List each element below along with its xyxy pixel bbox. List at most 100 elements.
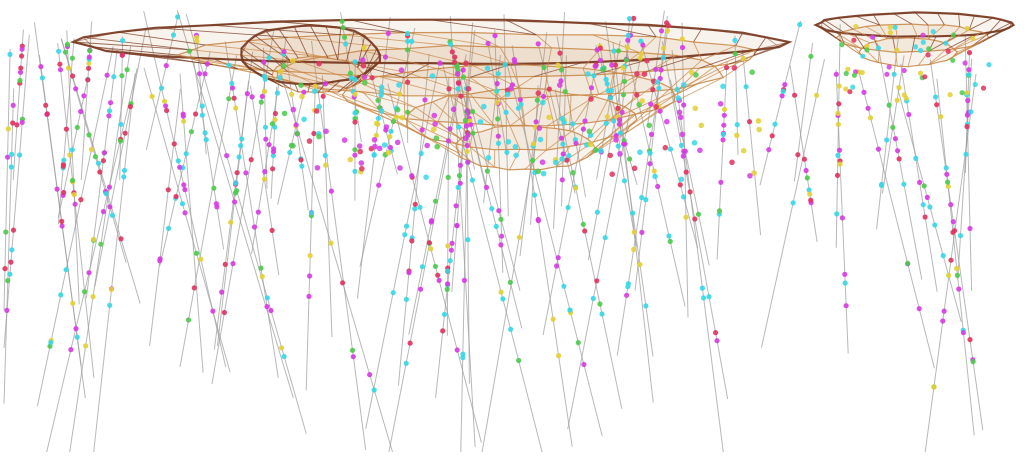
- assay-sample-dot: [964, 90, 970, 96]
- assay-sample-dot: [182, 210, 188, 216]
- main-pit-strut: [628, 94, 676, 128]
- drillhole-trace: [554, 89, 623, 409]
- assay-sample-dot: [591, 73, 597, 79]
- assay-sample-dot: [70, 300, 76, 306]
- assay-sample-dot: [452, 59, 458, 65]
- assay-sample-dot: [950, 219, 956, 225]
- assay-sample-dot: [875, 146, 882, 152]
- assay-sample-dot: [648, 131, 655, 137]
- assay-sample-dot: [92, 154, 98, 160]
- assay-sample-dot: [367, 372, 373, 378]
- assay-sample-dot: [680, 153, 686, 159]
- assay-sample-dot: [613, 137, 619, 143]
- assay-sample-dot: [274, 90, 280, 96]
- assay-sample-dot: [262, 169, 268, 175]
- assay-sample-dot: [924, 194, 930, 200]
- drillhole-trace: [481, 76, 548, 453]
- assay-sample-dot: [956, 286, 962, 292]
- assay-sample-dot: [423, 174, 429, 180]
- assay-sample-dot: [972, 81, 978, 88]
- assay-sample-dot: [640, 42, 646, 48]
- assay-sample-dot: [624, 44, 630, 51]
- assay-sample-dot: [620, 92, 627, 98]
- west-pit-strut: [241, 48, 243, 62]
- assay-sample-dot: [8, 164, 14, 170]
- assay-sample-dot: [797, 21, 803, 28]
- main-pit-strut: [73, 41, 107, 52]
- assay-sample-dot: [833, 71, 839, 77]
- assay-sample-dot: [457, 162, 463, 168]
- assay-sample-dot: [498, 242, 504, 248]
- assay-sample-dot: [409, 38, 415, 45]
- assay-sample-dot: [782, 82, 788, 88]
- assay-sample-dot: [964, 25, 970, 32]
- assay-sample-dot: [667, 238, 673, 244]
- assay-sample-dot: [229, 80, 235, 86]
- main-pit-strut: [545, 125, 548, 151]
- assay-sample-dot: [390, 118, 396, 125]
- assay-sample-dot: [894, 47, 900, 53]
- assay-sample-dot: [808, 197, 814, 203]
- main-pit-strut: [647, 24, 657, 38]
- assay-sample-dot: [698, 122, 705, 129]
- drillhole-trace: [185, 13, 307, 435]
- assay-sample-dot: [951, 228, 958, 234]
- assay-sample-dot: [835, 152, 841, 158]
- assay-sample-dot: [3, 229, 9, 235]
- assay-sample-dot: [98, 241, 104, 247]
- assay-sample-dot: [104, 72, 110, 78]
- assay-sample-dot: [106, 108, 113, 114]
- assay-sample-dot: [681, 102, 687, 108]
- assay-sample-dot: [541, 93, 547, 100]
- assay-sample-dot: [399, 115, 406, 121]
- assay-sample-dot: [101, 150, 107, 156]
- assay-sample-dot: [157, 256, 163, 262]
- assay-sample-dot: [850, 84, 856, 90]
- assay-sample-dot: [766, 147, 772, 153]
- assay-sample-dot: [483, 184, 490, 190]
- drillhole-trace: [789, 65, 818, 242]
- assay-sample-dot: [268, 307, 274, 314]
- assay-sample-dot: [264, 295, 270, 301]
- assay-sample-dot: [202, 130, 208, 136]
- main-pit-strut: [469, 93, 496, 128]
- assay-sample-dot: [947, 92, 953, 98]
- assay-sample-dot: [86, 60, 92, 66]
- assay-sample-dot: [445, 281, 451, 287]
- assay-sample-dot: [612, 62, 619, 68]
- assay-sample-dot: [470, 130, 476, 136]
- assay-sample-dot: [180, 113, 186, 119]
- assay-sample-dot: [678, 176, 685, 183]
- assay-sample-dot: [181, 118, 187, 124]
- main-pit-strut: [678, 63, 730, 90]
- east-pit-strut: [815, 24, 837, 39]
- assay-sample-dot: [375, 97, 381, 103]
- east-pit-strut: [957, 37, 990, 53]
- assay-sample-dot: [455, 86, 461, 92]
- assay-sample-dot: [634, 92, 640, 98]
- drillhole-trace: [511, 45, 573, 447]
- main-pit-strut: [582, 49, 600, 69]
- assay-sample-dot: [462, 117, 468, 124]
- assay-sample-dot: [17, 152, 23, 158]
- assay-sample-dot: [426, 240, 432, 246]
- assay-sample-dot: [948, 257, 954, 263]
- assay-sample-dot: [637, 55, 644, 61]
- assay-sample-dot: [316, 60, 322, 67]
- assay-sample-dot: [653, 104, 659, 110]
- assay-sample-dot: [921, 183, 927, 189]
- assay-sample-dot: [403, 360, 409, 366]
- assay-sample-dot: [556, 353, 562, 359]
- assay-sample-dot: [836, 101, 842, 107]
- assay-sample-dot: [361, 74, 368, 80]
- assay-sample-dot: [518, 101, 524, 107]
- assay-sample-dot: [631, 165, 638, 172]
- assay-sample-dot: [603, 76, 609, 82]
- assay-sample-dot: [575, 340, 581, 346]
- assay-sample-dot: [454, 222, 460, 229]
- assay-sample-dot: [602, 235, 608, 241]
- assay-sample-dot: [643, 303, 649, 309]
- main-pit-strut: [436, 68, 495, 91]
- assay-sample-dot: [570, 121, 576, 127]
- drillhole-trace: [612, 42, 654, 403]
